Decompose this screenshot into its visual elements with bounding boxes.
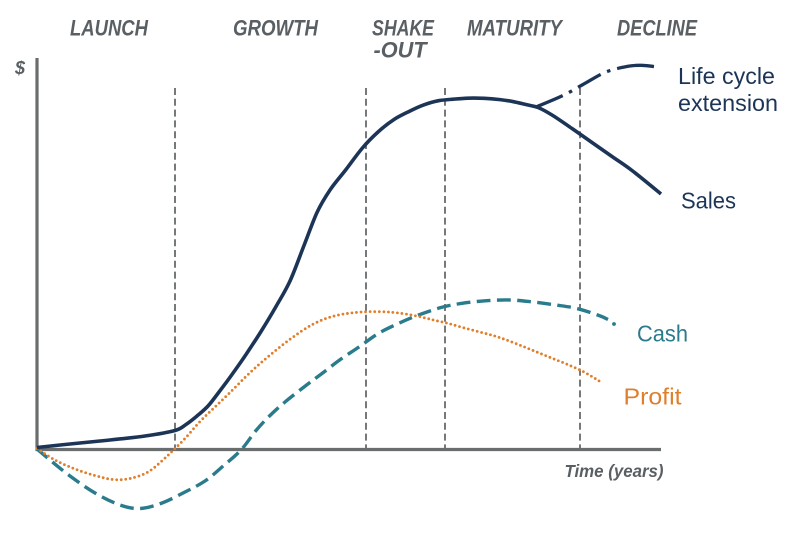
svg-text:Time (years): Time (years)	[565, 461, 664, 481]
svg-text:Life cycle: Life cycle	[678, 63, 775, 89]
svg-text:Cash: Cash	[637, 321, 688, 347]
svg-text:LAUNCH: LAUNCH	[70, 16, 149, 41]
svg-text:-OUT: -OUT	[374, 38, 429, 63]
svg-text:DECLINE: DECLINE	[617, 16, 698, 41]
svg-text:Sales: Sales	[681, 188, 736, 214]
svg-text:MATURITY: MATURITY	[467, 16, 564, 41]
svg-text:Profit: Profit	[624, 384, 683, 410]
svg-text:extension: extension	[678, 90, 778, 116]
svg-text:GROWTH: GROWTH	[233, 16, 319, 41]
svg-text:SHAKE: SHAKE	[372, 16, 435, 41]
svg-text:$: $	[14, 58, 26, 78]
